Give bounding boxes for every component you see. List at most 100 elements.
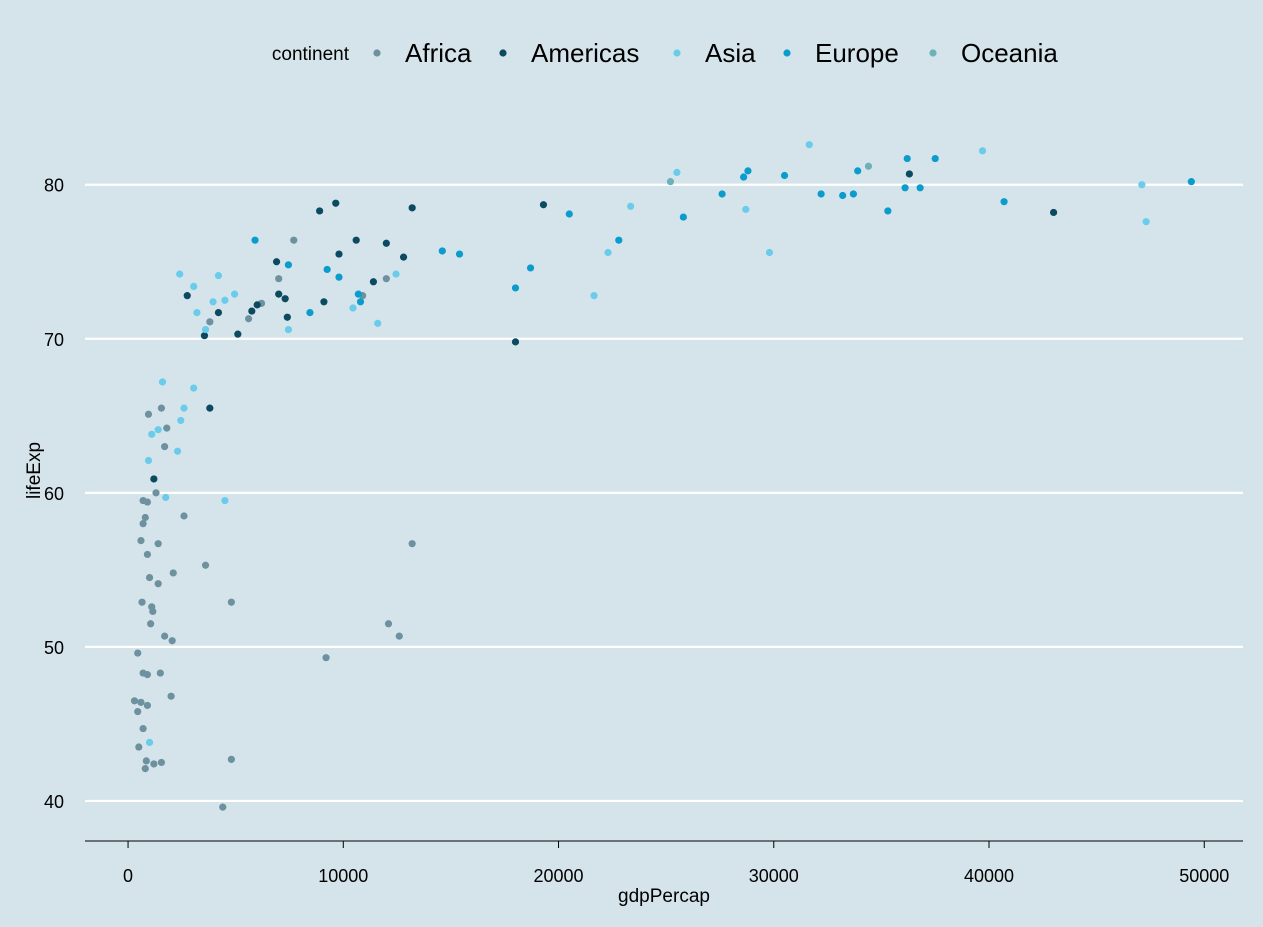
data-point-africa <box>147 620 155 628</box>
data-point-asia <box>190 384 198 392</box>
y-tick-label: 80 <box>44 176 64 196</box>
data-points <box>130 141 1195 811</box>
y-tick-label: 70 <box>44 330 64 350</box>
data-point-americas <box>511 338 520 346</box>
data-point-asia <box>765 248 774 257</box>
data-point-africa <box>227 598 235 606</box>
data-point-americas <box>150 475 158 483</box>
data-point-europe <box>740 173 748 181</box>
data-point-europe <box>916 184 924 192</box>
data-point-africa <box>157 404 166 412</box>
legend-label-europe: Europe <box>815 38 899 68</box>
data-point-europe <box>284 261 293 269</box>
data-point-africa <box>149 607 157 616</box>
data-point-asia <box>805 141 813 149</box>
data-point-asia <box>148 430 156 438</box>
data-point-africa <box>135 743 143 751</box>
data-point-americas <box>283 313 291 321</box>
data-point-africa <box>167 692 175 700</box>
data-point-europe <box>679 213 687 221</box>
y-axis-ticks: 40 50 60 70 80 <box>44 176 64 812</box>
data-point-americas <box>905 170 913 178</box>
data-point-europe <box>780 171 789 180</box>
data-point-asia <box>1138 181 1146 189</box>
data-point-europe <box>884 207 892 215</box>
data-point-europe <box>901 184 909 192</box>
data-point-africa <box>161 443 169 451</box>
data-point-africa <box>144 410 153 418</box>
data-point-asia <box>154 426 162 434</box>
x-tick-label: 40000 <box>964 866 1014 886</box>
data-point-americas <box>1049 208 1058 217</box>
data-point-europe <box>854 167 862 175</box>
data-point-asia <box>221 496 229 505</box>
data-point-africa <box>138 598 146 606</box>
x-tick-label: 50000 <box>1179 866 1229 886</box>
data-point-asia <box>176 270 184 278</box>
data-point-asia <box>158 378 167 386</box>
data-point-africa <box>168 637 176 645</box>
data-point-africa <box>408 540 416 548</box>
data-point-americas <box>320 298 328 306</box>
data-point-asia <box>144 456 153 465</box>
data-point-africa <box>139 520 147 528</box>
data-point-asia <box>177 416 185 425</box>
data-point-europe <box>306 308 314 317</box>
data-point-africa <box>152 489 160 497</box>
data-point-europe <box>903 154 911 163</box>
data-point-africa <box>143 498 152 506</box>
data-point-africa <box>154 580 162 588</box>
data-point-africa <box>143 550 152 559</box>
y-tick-label: 40 <box>44 792 64 812</box>
data-point-asia <box>209 298 217 306</box>
data-point-europe <box>839 191 847 200</box>
data-point-asia <box>214 272 223 280</box>
data-point-asia <box>230 290 239 298</box>
x-tick-label: 0 <box>123 866 133 886</box>
data-point-africa <box>275 275 283 283</box>
data-point-americas <box>408 204 416 212</box>
data-point-asia <box>221 296 229 304</box>
data-point-asia <box>604 248 612 257</box>
data-point-africa <box>219 803 227 811</box>
data-point-americas <box>316 207 324 215</box>
data-point-africa <box>395 632 403 640</box>
data-point-africa <box>137 536 145 545</box>
data-point-africa <box>384 620 393 628</box>
data-point-americas <box>382 239 390 247</box>
data-point-asia <box>193 308 201 317</box>
data-point-asia <box>978 147 987 155</box>
legend-key-europe <box>783 49 791 57</box>
data-point-europe <box>455 250 464 258</box>
data-point-africa <box>139 724 147 733</box>
legend-key-asia <box>673 49 681 57</box>
legend-label-asia: Asia <box>705 38 756 68</box>
data-point-africa <box>227 755 235 763</box>
data-point-asia <box>173 447 182 455</box>
data-point-asia <box>392 270 400 278</box>
data-point-asia <box>627 202 635 210</box>
data-point-africa <box>141 513 149 522</box>
legend-title: continent <box>272 44 350 65</box>
data-point-asia <box>190 282 198 291</box>
data-point-asia <box>374 319 382 327</box>
x-tick-label: 10000 <box>318 866 368 886</box>
data-point-asia <box>284 325 293 334</box>
data-point-europe <box>1000 198 1008 206</box>
data-point-africa <box>145 573 154 582</box>
legend-key-oceania <box>929 49 937 57</box>
data-point-americas <box>332 199 340 207</box>
data-point-oceania <box>666 178 675 186</box>
data-point-africa <box>290 236 298 244</box>
data-point-africa <box>201 561 210 569</box>
legend-key-africa <box>373 49 381 57</box>
x-axis-ticks: 0 10000 20000 30000 40000 50000 <box>123 841 1229 886</box>
data-point-europe <box>323 265 331 274</box>
data-point-europe <box>356 298 365 306</box>
data-point-asia <box>162 493 170 502</box>
legend: continent Africa Americas Asia Europe Oceani… <box>272 38 1059 68</box>
data-point-oceania <box>864 162 873 170</box>
data-point-europe <box>335 273 343 281</box>
data-point-europe <box>526 264 535 272</box>
